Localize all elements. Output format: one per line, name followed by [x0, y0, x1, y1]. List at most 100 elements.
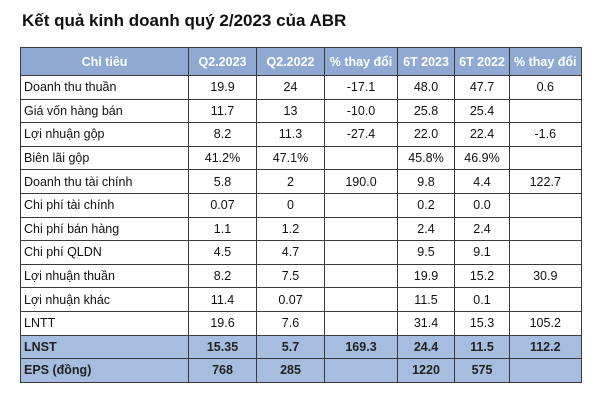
table-cell: 2	[256, 169, 325, 194]
table-cell: 24.4	[397, 334, 455, 360]
table-cell: 22.0	[397, 122, 455, 147]
table-row: Doanh thu tài chính 5.8 2 190.0 9.8 4.4 122.7	[20, 169, 582, 194]
table-cell: 13	[256, 98, 325, 124]
row-label: Chi phí bán hàng	[20, 216, 189, 242]
table-cell	[324, 192, 398, 218]
row-label: Giá vốn hàng bán	[20, 98, 189, 124]
table-cell: -27.4	[324, 122, 398, 147]
table-cell: -17.1	[324, 75, 398, 100]
table-cell	[324, 310, 398, 336]
table-cell: 7.5	[256, 263, 325, 289]
table-row: Lợi nhuận khác 11.4 0.07 11.5 0.1	[20, 287, 582, 312]
table-row: Lợi nhuận thuần 8.2 7.5 19.9 15.2 30.9	[20, 263, 582, 289]
table-cell: 31.4	[397, 310, 455, 336]
table-cell: 45.8%	[397, 145, 455, 171]
table-cell: 41.2%	[188, 145, 257, 171]
table-row: LNTT 19.6 7.6 31.4 15.3 105.2	[20, 310, 582, 336]
table-cell: 11.5	[454, 334, 510, 360]
table-cell: 112.2	[509, 334, 582, 360]
table-cell: 19.9	[397, 263, 455, 289]
table-row: Chi phí tài chính 0.07 0 0.2 0.0	[20, 192, 582, 218]
row-label: Lợi nhuận thuần	[20, 263, 189, 289]
table-cell: 47.7	[454, 75, 510, 100]
table-cell: 15.2	[454, 263, 510, 289]
header-chi-tieu: Chỉ tiêu	[20, 47, 189, 76]
table-cell	[509, 145, 582, 171]
table-cell	[324, 216, 398, 242]
table-cell: 48.0	[397, 75, 455, 100]
table-cell: 575	[454, 358, 510, 383]
table-cell: 4.4	[454, 169, 510, 194]
row-label: EPS (đồng)	[20, 358, 189, 383]
table-cell: 25.4	[454, 98, 510, 124]
table-cell	[324, 240, 398, 265]
table-body: Doanh thu thuần 19.9 24 -17.1 48.0 47.7 0.6 Giá…	[20, 75, 582, 383]
page-title: Kết quả kinh doanh quý 2/2023 của ABR	[22, 11, 347, 30]
table-cell	[509, 216, 582, 242]
table-cell	[324, 358, 398, 383]
header-6t-2023: 6T 2023	[397, 47, 455, 76]
table-cell: 5.8	[188, 169, 257, 194]
row-label: Chi phí QLDN	[20, 240, 189, 265]
table-cell: 11.7	[188, 98, 257, 124]
table-row: Giá vốn hàng bán 11.7 13 -10.0 25.8 25.4	[20, 98, 582, 124]
table-cell: 0.0	[454, 192, 510, 218]
row-label: Lợi nhuận gộp	[20, 122, 189, 147]
table-cell: 0.07	[256, 287, 325, 312]
table-cell: 4.5	[188, 240, 257, 265]
table-cell	[509, 287, 582, 312]
table-cell: 2.4	[397, 216, 455, 242]
table-row: Biên lãi gộp 41.2% 47.1% 45.8% 46.9%	[20, 145, 582, 171]
table-cell: 4.7	[256, 240, 325, 265]
table-cell: 19.6	[188, 310, 257, 336]
table-cell: 169.3	[324, 334, 398, 360]
table-cell: 11.5	[397, 287, 455, 312]
row-label: Doanh thu thuần	[20, 75, 189, 100]
table-cell: 0.1	[454, 287, 510, 312]
table-cell: 19.9	[188, 75, 257, 100]
table-cell: 285	[256, 358, 325, 383]
table-cell: 11.4	[188, 287, 257, 312]
table-cell: 0.2	[397, 192, 455, 218]
table-cell: 15.3	[454, 310, 510, 336]
table-row: Lợi nhuận gộp 8.2 11.3 -27.4 22.0 22.4 -1.6	[20, 122, 582, 147]
table-cell	[509, 98, 582, 124]
table-cell: 2.4	[454, 216, 510, 242]
table-cell: 9.8	[397, 169, 455, 194]
table-cell: 1220	[397, 358, 455, 383]
row-label: Lợi nhuận khác	[20, 287, 189, 312]
row-label: Biên lãi gộp	[20, 145, 189, 171]
table-row: EPS (đồng) 768 285 1220 575	[20, 358, 582, 383]
table-row: LNST 15.35 5.7 169.3 24.4 11.5 112.2	[20, 334, 582, 360]
row-label: LNST	[20, 334, 189, 360]
table-cell: -10.0	[324, 98, 398, 124]
table-cell	[324, 287, 398, 312]
table-cell	[509, 358, 582, 383]
table-cell: 105.2	[509, 310, 582, 336]
table-cell: 0.6	[509, 75, 582, 100]
table-cell: 11.3	[256, 122, 325, 147]
table-cell: 22.4	[454, 122, 510, 147]
table-cell: 25.8	[397, 98, 455, 124]
table-cell	[324, 263, 398, 289]
table-cell	[509, 192, 582, 218]
table-cell: 8.2	[188, 122, 257, 147]
table-cell: 9.1	[454, 240, 510, 265]
table-cell: -1.6	[509, 122, 582, 147]
table-cell: 0.07	[188, 192, 257, 218]
table-cell: 15.35	[188, 334, 257, 360]
table-cell: 30.9	[509, 263, 582, 289]
results-table: Chỉ tiêu Q2.2023 Q2.2022 % thay đổi 6T 2…	[20, 47, 582, 383]
header-6t-2022: 6T 2022	[454, 47, 510, 76]
table-cell: 24	[256, 75, 325, 100]
row-label: Chi phí tài chính	[20, 192, 189, 218]
header-q2-2022: Q2.2022	[256, 47, 325, 76]
row-label: Doanh thu tài chính	[20, 169, 189, 194]
table-cell: 190.0	[324, 169, 398, 194]
table-cell: 46.9%	[454, 145, 510, 171]
table-cell: 122.7	[509, 169, 582, 194]
row-label: LNTT	[20, 310, 189, 336]
table-cell: 1.2	[256, 216, 325, 242]
table-cell	[509, 240, 582, 265]
header-q2-2023: Q2.2023	[188, 47, 257, 76]
